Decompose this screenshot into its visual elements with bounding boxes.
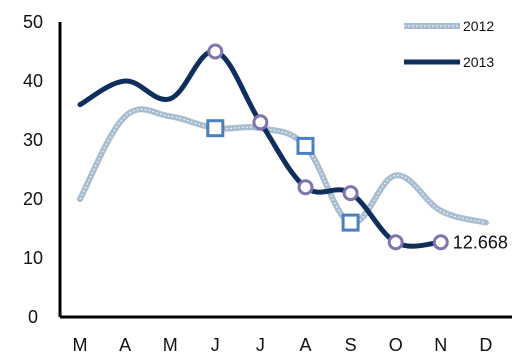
axes xyxy=(58,22,512,319)
legend: 2012 2013 xyxy=(404,18,494,70)
data-label-layer: 12.668 xyxy=(453,232,508,252)
x-tick-label: A xyxy=(119,335,131,355)
y-tick-label: 40 xyxy=(23,71,43,91)
y-tick-label: 0 xyxy=(28,307,38,327)
data-point-2013 xyxy=(342,185,359,202)
x-tick-label: S xyxy=(345,335,357,355)
y-tick-label: 20 xyxy=(23,189,43,209)
y-tick-label: 50 xyxy=(23,12,43,32)
marker-layer xyxy=(206,43,449,251)
x-tick-label: D xyxy=(479,335,492,355)
legend-label: 2012 xyxy=(463,18,494,34)
x-tick-label: O xyxy=(389,335,403,355)
x-tick-label: J xyxy=(256,335,265,355)
x-tick-label: M xyxy=(163,335,178,355)
data-point-2012 xyxy=(296,136,315,155)
data-point-2012 xyxy=(341,213,360,232)
series-line-2013 xyxy=(77,48,444,249)
data-label: 12.668 xyxy=(453,232,508,252)
data-point-2013 xyxy=(387,234,404,251)
y-axis-ticks: 0 10 20 30 40 50 xyxy=(23,12,43,327)
data-point-2013 xyxy=(207,43,224,60)
data-point-2013 xyxy=(297,179,314,196)
y-tick-label: 30 xyxy=(23,130,43,150)
series-layer xyxy=(77,48,489,249)
data-point-2013 xyxy=(432,234,449,251)
x-tick-label: N xyxy=(434,335,447,355)
x-tick-label: M xyxy=(73,335,88,355)
data-point-2013 xyxy=(252,114,269,131)
x-tick-label: A xyxy=(299,335,311,355)
legend-label: 2013 xyxy=(463,54,494,70)
series-line-2012 xyxy=(77,106,489,226)
data-point-2012 xyxy=(206,119,225,138)
x-tick-label: J xyxy=(211,335,220,355)
y-tick-label: 10 xyxy=(23,248,43,268)
series-line-texture-2012 xyxy=(79,108,487,224)
